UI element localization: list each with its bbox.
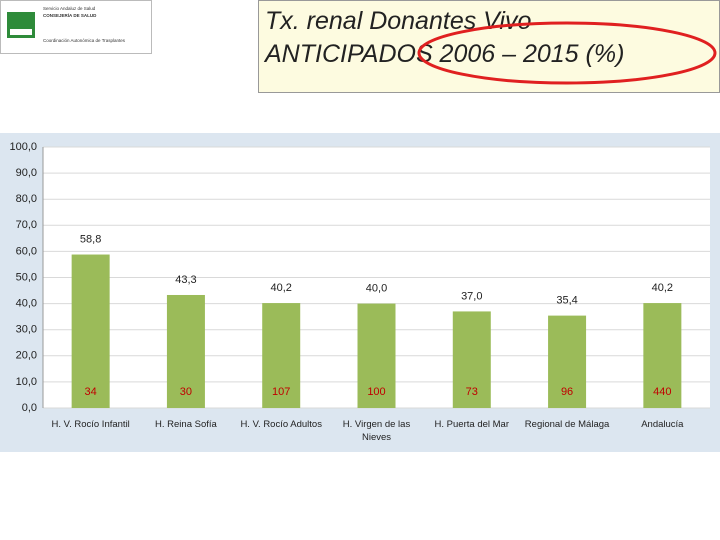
y-tick-label: 90,0 [16,167,37,179]
bar-annotation: 30 [180,386,192,398]
plot-area [43,147,710,408]
data-label: 35,4 [556,295,577,307]
data-label: 37,0 [461,290,482,302]
y-tick-label: 60,0 [16,245,37,257]
data-label: 43,3 [175,274,196,286]
bar [166,294,205,408]
y-tick-label: 0,0 [22,402,37,414]
bar [262,303,301,408]
x-tick-label: H. V. Rocío Infantil [51,419,130,430]
logo-emblem [7,12,35,38]
data-label: 58,8 [80,233,101,245]
y-tick-label: 100,0 [9,141,37,153]
x-tick-label: H. V. Rocío Adultos [240,419,322,430]
bar [452,311,491,408]
y-tick-label: 50,0 [16,271,37,283]
x-tick-label: Andalucía [641,419,684,430]
bar-annotation: 73 [466,386,478,398]
x-tick-label: H. Virgen de las Nieves [342,419,411,443]
y-tick-label: 40,0 [16,298,37,310]
y-tick-label: 30,0 [16,324,37,336]
bar-annotation: 107 [272,386,290,398]
x-tick-label: Regional de Málaga [524,419,610,430]
y-tick-label: 20,0 [16,350,37,362]
data-label: 40,0 [366,283,387,295]
y-tick-label: 10,0 [16,376,37,388]
bar-annotation: 96 [561,386,573,398]
bar-annotation: 34 [85,386,97,398]
logo-text: Servicio Andaluz de Salud [43,6,96,11]
x-tick-label: H. Puerta del Mar [434,419,509,430]
logo: Servicio Andaluz de Salud CONSEJERÍA DE … [0,0,152,54]
y-tick-label: 70,0 [16,219,37,231]
title-line: ANTICIPADOS 2006 – 2015 (%) [265,40,625,68]
title-box: Tx. renal Donantes Vivo ANTICIPADOS 2006… [258,0,720,93]
title-line: Tx. renal Donantes Vivo [265,7,532,35]
bar-annotation: 100 [367,386,385,398]
x-tick-label: H. Reina Sofía [155,419,217,430]
bar [71,254,110,408]
bar [548,315,587,408]
data-label: 40,2 [652,282,673,294]
logo-text: CONSEJERÍA DE SALUD [43,13,97,18]
chart-background [0,133,720,452]
bar-annotation: 440 [653,386,671,398]
logo-text: Coordinación Autonómica de Trasplantes [43,38,126,43]
y-tick-label: 80,0 [16,193,37,205]
bar [643,303,682,408]
data-label: 40,2 [271,282,292,294]
bar [357,303,396,408]
